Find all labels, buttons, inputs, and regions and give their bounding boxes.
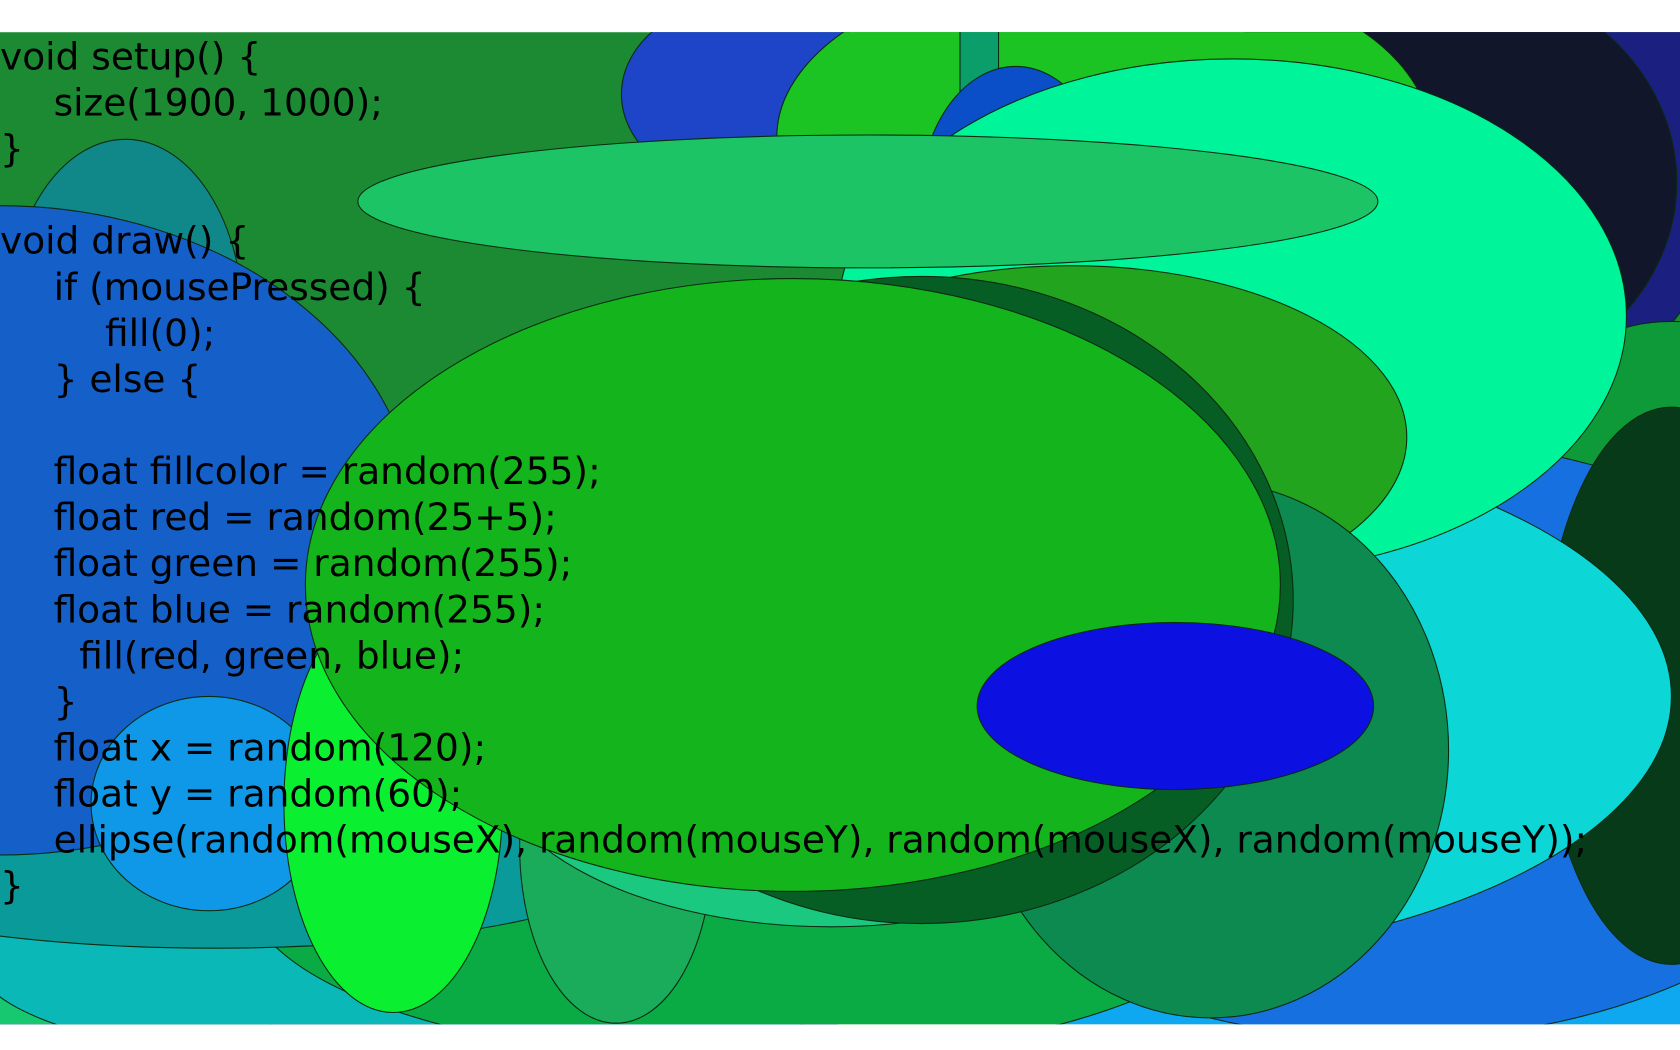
- code-line: void draw() {: [0, 219, 249, 263]
- code-line: }: [0, 864, 24, 908]
- code-line: float blue = random(255);: [54, 587, 545, 631]
- code-line: } else {: [54, 357, 202, 401]
- code-line: if (mousePressed) {: [54, 265, 426, 309]
- code-line: }: [0, 127, 24, 171]
- code-line: ellipse(random(mouseX), random(mouseY), …: [54, 818, 1588, 862]
- code-line: float green = random(255);: [54, 541, 573, 585]
- code-line: float x = random(120);: [54, 726, 487, 770]
- code-line: fill(0);: [105, 311, 215, 355]
- code-line: size(1900, 1000);: [54, 81, 383, 125]
- code-line: float red = random(25+5);: [54, 495, 557, 539]
- code-line: }: [54, 679, 78, 723]
- code-line: float y = random(60);: [54, 772, 463, 816]
- code-line: void setup() {: [0, 34, 261, 78]
- code-line: fill(red, green, blue);: [79, 633, 464, 677]
- code-overlay: void setup() {size(1900, 1000);} void dra…: [0, 34, 1587, 907]
- code-line: float fillcolor = random(255);: [54, 449, 601, 493]
- ellipse: [976, 621, 1375, 791]
- ellipse: [357, 134, 1379, 269]
